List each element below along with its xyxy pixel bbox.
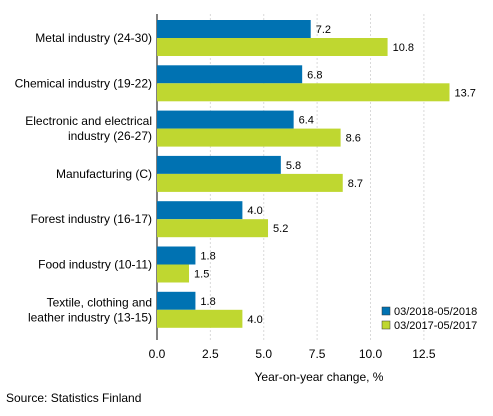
- bar-value-label: 1.8: [200, 251, 215, 263]
- legend-swatch: [381, 306, 391, 316]
- bar-series2: [157, 173, 343, 192]
- legend-label: 03/2018-05/2018: [394, 306, 477, 318]
- bar-series2: [157, 264, 190, 283]
- category-label: Manufacturing (C): [56, 167, 152, 181]
- bar-series1: [157, 155, 281, 174]
- legend-swatch: [381, 320, 391, 330]
- bar-series1: [157, 201, 243, 220]
- x-tick-label: 0.0: [149, 347, 166, 361]
- bar-series2: [157, 219, 269, 238]
- bar-value-label: 10.8: [393, 42, 414, 54]
- bar-value-label: 6.4: [299, 115, 314, 127]
- x-tick-label: 7.5: [309, 347, 326, 361]
- bar-value-label: 1.5: [194, 269, 209, 281]
- x-tick-labels: 0.0 2.5 5.0 7.5 10.0 12.5: [149, 347, 436, 361]
- category-label: Electronic and electrical: [25, 114, 152, 128]
- bar-value-label: 6.8: [307, 69, 322, 81]
- category-label: industry (26-27): [68, 129, 152, 143]
- x-tick-label: 12.5: [412, 347, 436, 361]
- bar-series2: [157, 128, 341, 147]
- x-axis-label: Year-on-year change, %: [255, 370, 384, 384]
- category-labels: Metal industry (24-30) Chemical industry …: [15, 31, 152, 324]
- x-tick-label: 5.0: [255, 347, 272, 361]
- category-label: leather industry (13-15): [28, 310, 152, 324]
- value-labels: 7.2 10.8 6.8 13.7 6.4 8.6 5.8 8.7 4.0 5.2 1.8 1.5 1.…: [194, 24, 476, 326]
- bar-value-label: 8.7: [348, 178, 363, 190]
- legend: 03/2018-05/2018 03/2017-05/2017: [381, 306, 477, 332]
- category-label: Food industry (10-11): [38, 258, 152, 272]
- bar-value-label: 8.6: [346, 133, 361, 145]
- x-tick-label: 10.0: [359, 347, 383, 361]
- source-note: Source: Statistics Finland: [6, 391, 142, 405]
- bar-series1: [157, 65, 303, 84]
- bar-series1: [157, 291, 196, 310]
- category-label: Forest industry (16-17): [31, 212, 152, 226]
- category-label: Chemical industry (19-22): [15, 76, 152, 90]
- bar-value-label: 4.0: [247, 205, 262, 217]
- bar-series2: [157, 38, 388, 56]
- bar-series1: [157, 110, 294, 129]
- legend-label: 03/2017-05/2017: [394, 320, 477, 332]
- bar-series1: [157, 246, 196, 265]
- bar-series1: [157, 20, 311, 38]
- bar-series2: [157, 83, 450, 102]
- category-label: Metal industry (24-30): [35, 31, 152, 45]
- bar-series2: [157, 309, 243, 328]
- category-label: Textile, clothing and: [47, 295, 152, 309]
- bar-value-label: 1.8: [200, 296, 215, 308]
- x-tick-label: 2.5: [202, 347, 219, 361]
- bars: [157, 20, 450, 328]
- bar-value-label: 7.2: [316, 24, 331, 36]
- bar-value-label: 4.0: [247, 314, 262, 326]
- bar-value-label: 5.8: [286, 160, 301, 172]
- bar-value-label: 13.7: [454, 87, 475, 99]
- bar-value-label: 5.2: [273, 223, 288, 235]
